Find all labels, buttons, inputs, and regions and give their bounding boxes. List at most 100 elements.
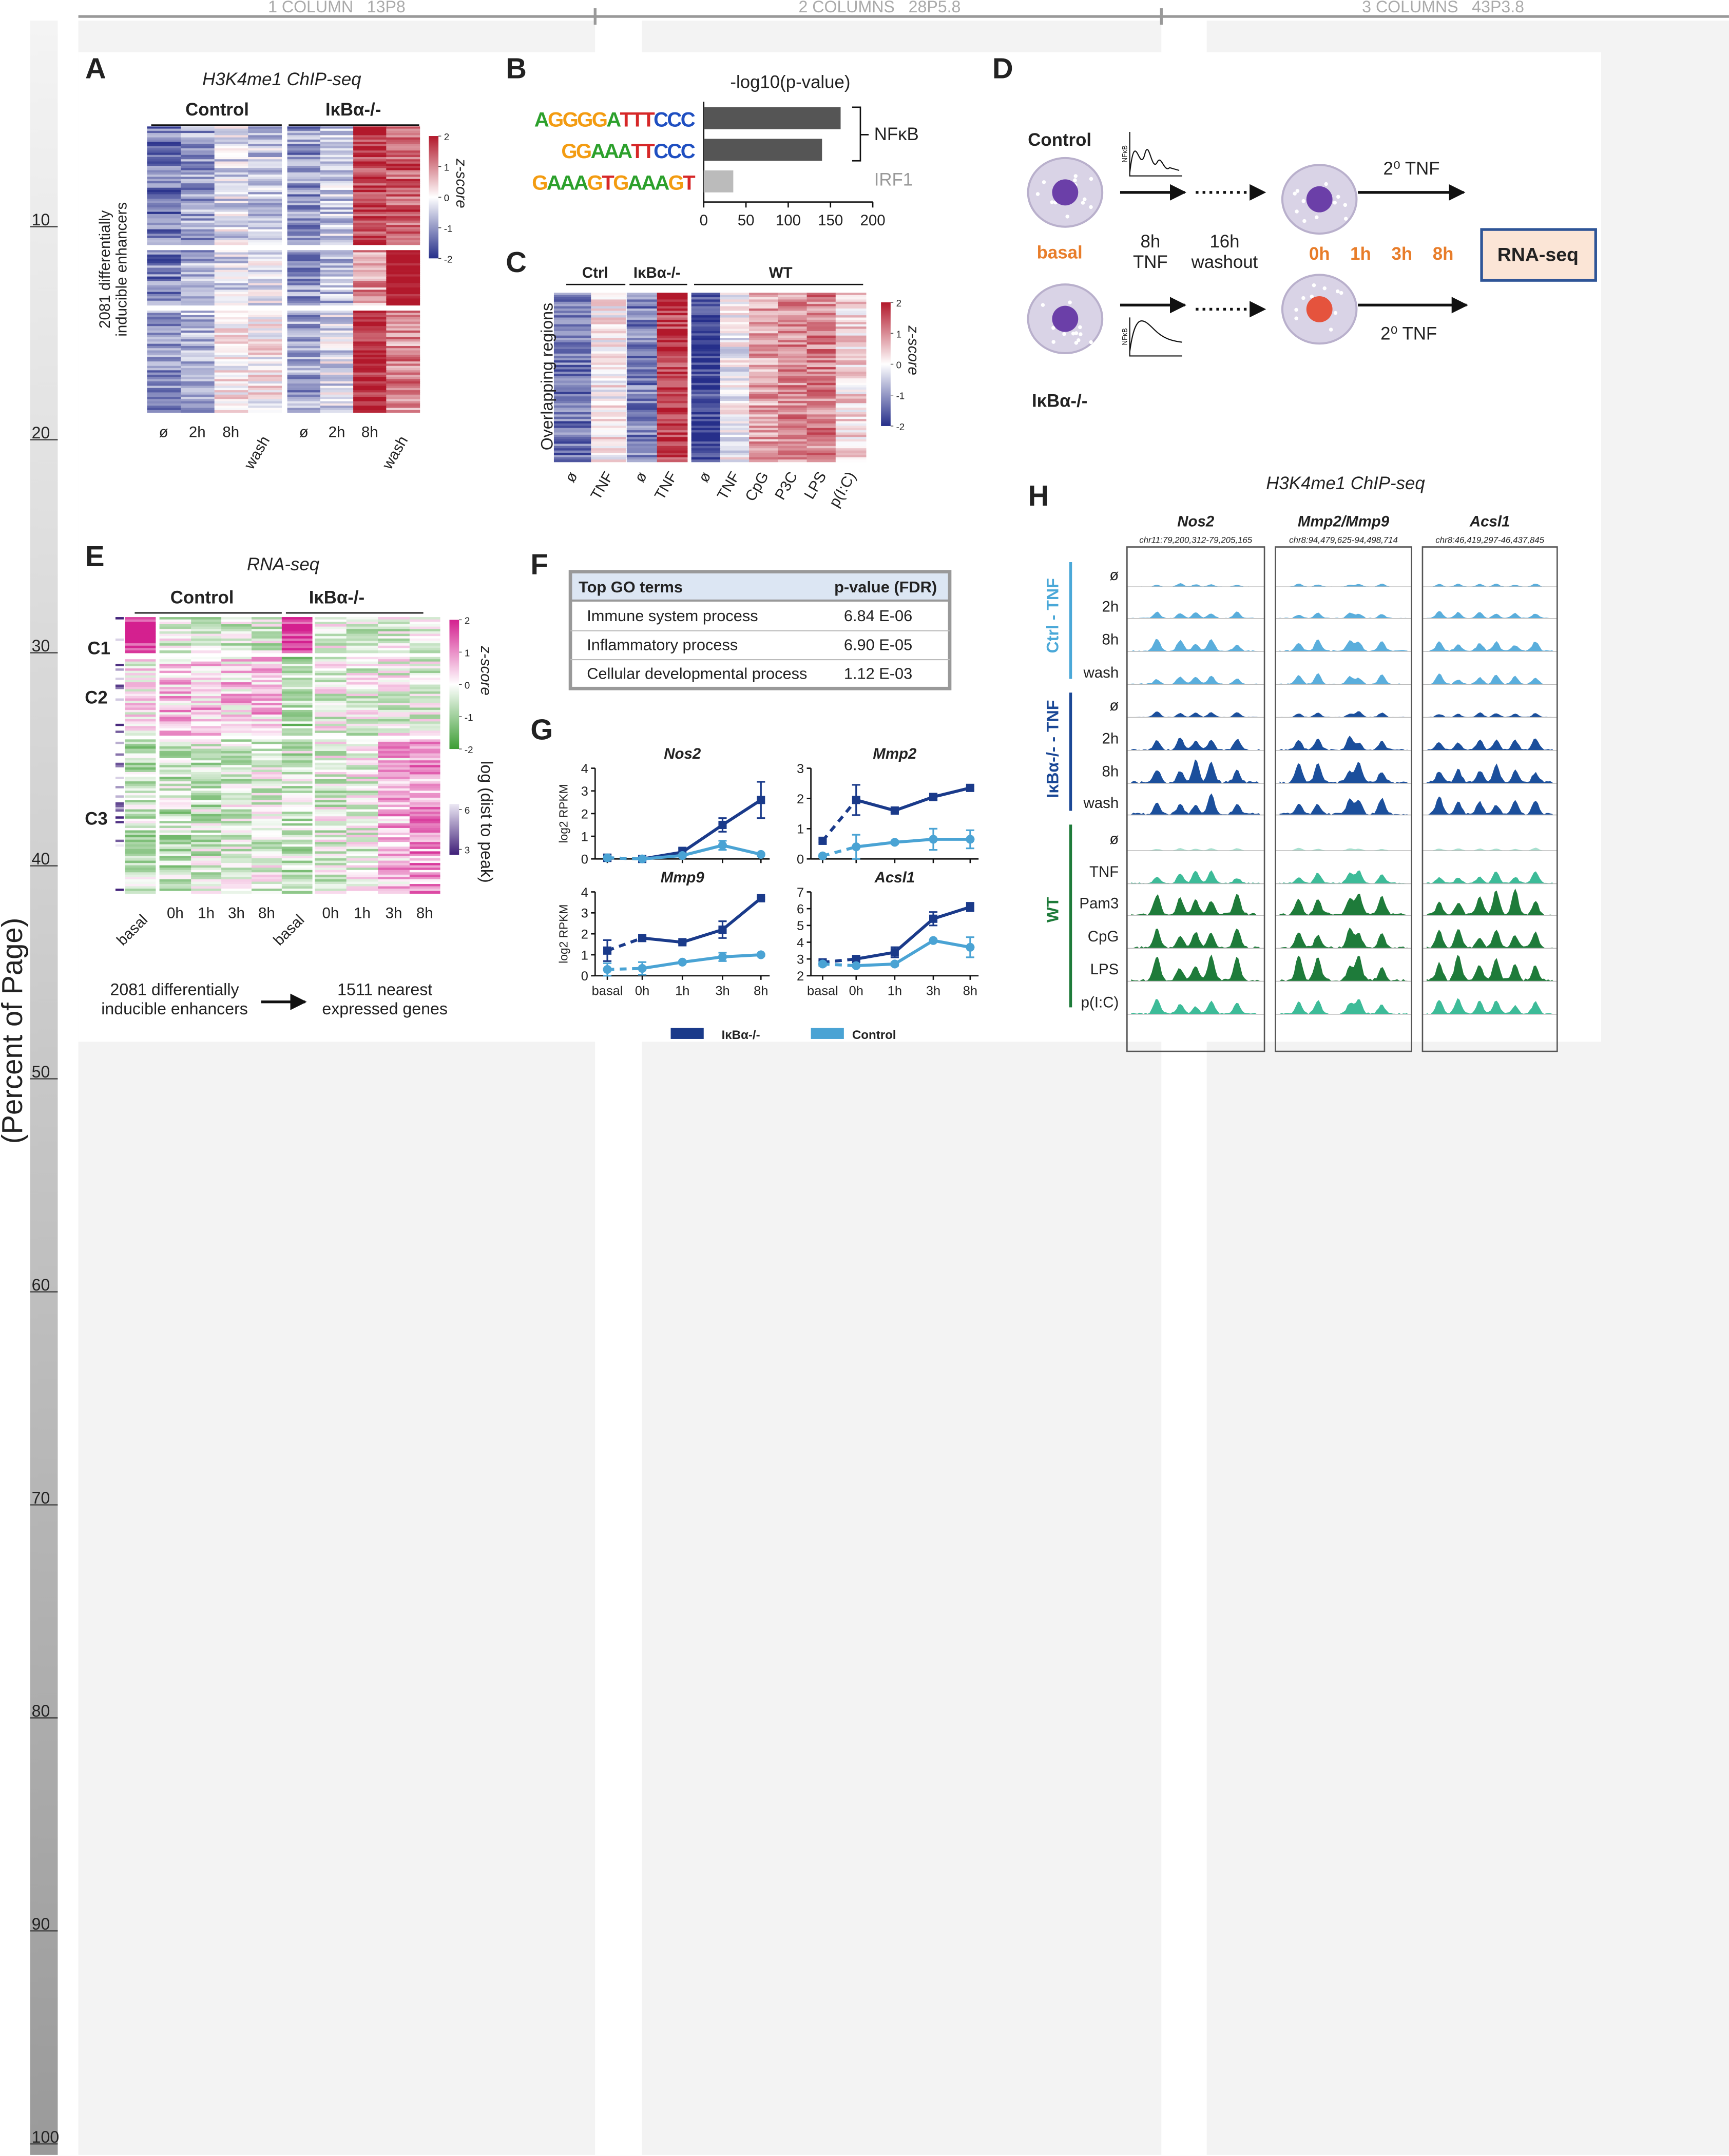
legend-label: IκBα-/- [722,1028,760,1042]
distance-cell [116,627,124,629]
chart-title: -log10(p-value) [730,72,850,92]
cell-granule [1083,198,1086,201]
heatmap-cell [160,650,191,653]
y-tick-label: 0 [581,969,588,984]
colorbar-tick-label: 1 [465,647,470,658]
motif-logo: GGAAATTCCC [561,140,695,163]
track-label: TNF [1089,863,1119,880]
y-tick-label: 2 [797,969,804,984]
x-label: 8h [222,424,239,440]
heatmap-cell [320,242,354,245]
series-line-dashed [822,964,856,966]
cell-granule [1074,174,1078,178]
y-tick-label: 4 [797,936,804,950]
marker [966,784,974,792]
chart-title: Acsl1 [874,869,915,886]
x-tick-label: 3h [926,984,940,998]
x-tick-label: 100 [776,212,801,229]
heatmap-cell [125,650,156,653]
ruler-label: 3 COLUMNS 43P3.8 [1362,0,1524,16]
track-label: ø [1109,567,1119,584]
x-tick-label: 0 [700,212,708,229]
heatmap-cell [347,646,378,648]
colorbar-tick-label: -1 [465,712,473,723]
track-label: 2h [1102,730,1119,747]
heatmap-cell [191,650,222,653]
heatmap-cell [125,620,156,622]
distance-cell [116,891,124,894]
marker [966,835,974,843]
x-label: 1h [354,904,371,921]
heatmap-cell [221,648,252,650]
heatmap-cell [807,459,836,462]
panel-letter: G [530,713,553,745]
table-cell: Inflammatory process [587,636,738,653]
heatmap-cell [221,631,252,634]
marker [929,936,937,945]
marker [603,947,611,955]
cell-granule [1301,296,1305,300]
y-tick-label: 1 [797,822,804,837]
heatmap-cell [125,733,156,736]
heatmap-cell [125,643,156,646]
heatmap-cell [315,627,347,629]
heatmap-cell [191,620,222,622]
heatmap-cell [160,634,191,637]
colorbar [881,302,891,426]
heatmap-cell [347,643,378,646]
y-tick-label: 1 [581,830,588,844]
panel-title: RNA-seq [247,554,320,574]
legend-label: Control [852,1028,896,1042]
heatmap-cell [282,629,313,631]
mini-axis-label: NFκB [1121,328,1128,345]
heatmap-cell [125,631,156,634]
heatmap-cell [160,636,191,639]
readout-label: RNA-seq [1497,244,1579,265]
heatmap-cell [252,620,282,622]
distance-cell [116,641,124,643]
group-label: Control [185,100,249,120]
heatmap-cell [160,617,191,620]
x-tick-label: basal [807,984,838,998]
heatmap-cell [147,303,181,305]
heatmap-cell [147,410,181,413]
heatmap-cell [181,303,215,305]
x-tick-label: 8h [754,984,768,998]
marker [818,852,827,860]
heatmap-cell [410,733,440,736]
timepoint: 0h [1309,244,1330,264]
heatmap-cell [410,891,440,894]
heatmap-cell [125,624,156,627]
group-label: Ctrl - TNF [1043,578,1062,653]
cell-granule [1073,178,1077,182]
ruler-tick-label: 90 [32,1915,50,1933]
x-label: 0h [167,904,184,921]
marker [818,837,827,845]
y-label: log2 RPKM [557,784,570,843]
cell-granule [1301,199,1305,203]
heatmap-cell [191,643,222,646]
heatmap-cell [410,646,440,648]
heatmap-cell [315,617,347,620]
x-tick-label: 1h [675,984,689,998]
heatmap-cell [191,631,222,634]
heatmap-cell [347,634,378,637]
heatmap-cell [410,629,440,631]
heatmap-cell [410,641,440,643]
y-tick-label: 7 [797,886,804,900]
heatmap-cell [353,303,387,305]
flow-text: inducible enhancers [101,999,248,1018]
heatmap-cell [252,646,282,648]
table-cell: 6.90 E-05 [844,636,912,653]
distance-cell [116,631,124,634]
x-label: 2h [329,424,345,440]
heatmap-cell [282,643,313,646]
x-label: 8h [361,424,378,440]
y-tick-label: 2 [581,928,588,942]
track-label: 8h [1102,763,1119,780]
panel-title: H3K4me1 ChIP-seq [1266,473,1425,493]
marker [638,964,647,973]
ruler-tick-label: 50 [32,1063,50,1081]
cell-granule [1339,291,1343,295]
